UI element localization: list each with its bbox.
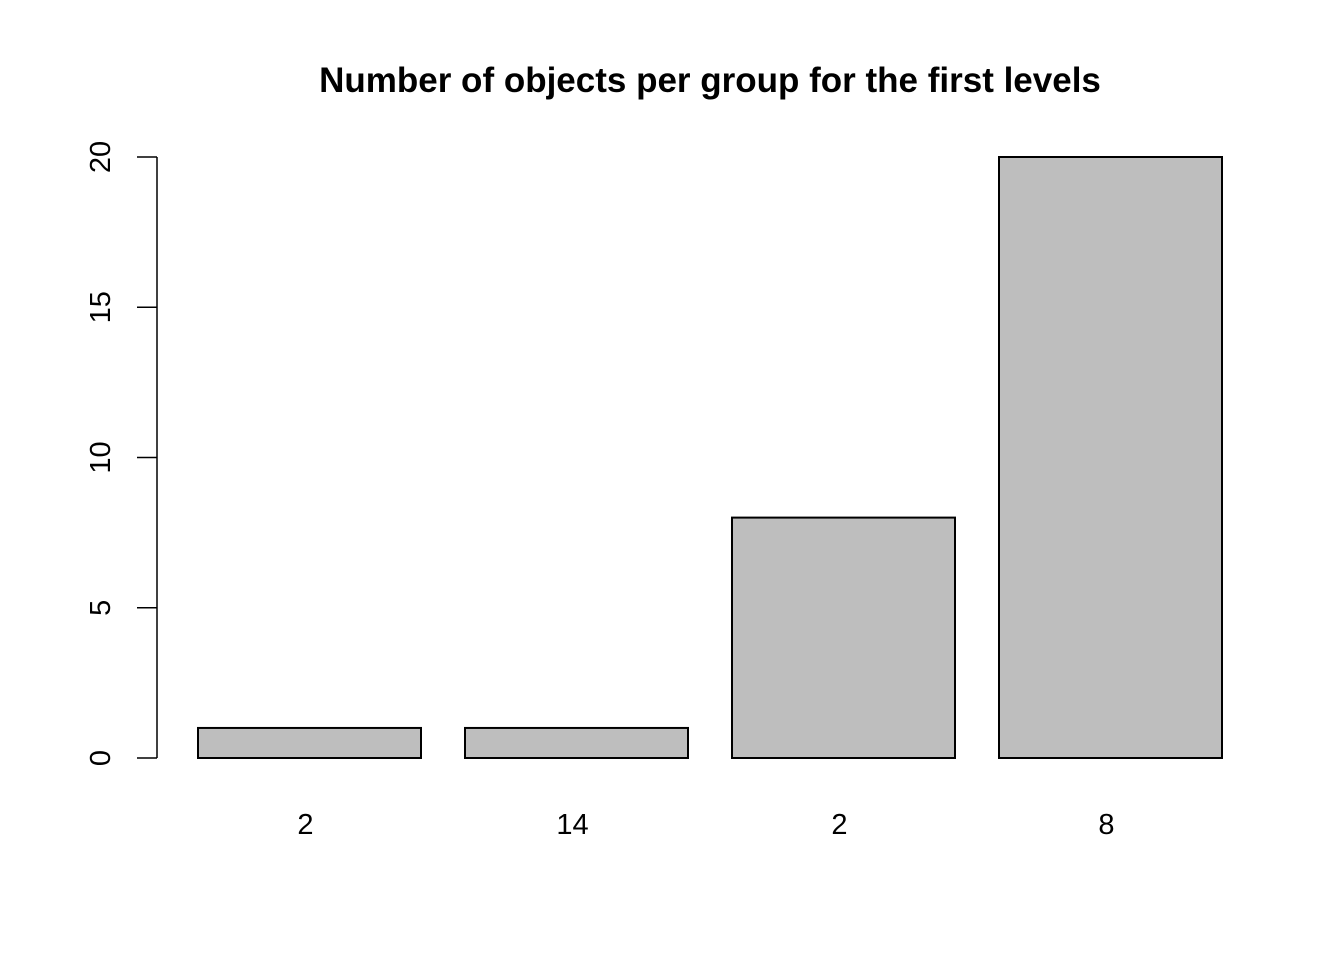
y-tick-label: 5	[85, 600, 117, 616]
chart-title: Number of objects per group for the firs…	[319, 61, 1101, 100]
y-tick-label: 0	[85, 750, 117, 766]
bars-group	[197, 156, 1223, 760]
bar	[731, 516, 956, 759]
x-tick-label: 2	[297, 809, 313, 841]
y-tick-label: 20	[85, 141, 117, 173]
y-tick-label: 10	[85, 441, 117, 473]
x-axis-labels: 2 14 2 8	[297, 809, 1114, 841]
bar	[998, 156, 1223, 759]
x-tick-label: 8	[1098, 809, 1114, 841]
y-axis: 0 5 10 15 20	[85, 141, 158, 766]
x-tick-label: 2	[831, 809, 847, 841]
bar	[464, 726, 689, 760]
bar	[197, 726, 422, 760]
y-tick-label: 15	[85, 291, 117, 323]
x-tick-label: 14	[556, 809, 588, 841]
